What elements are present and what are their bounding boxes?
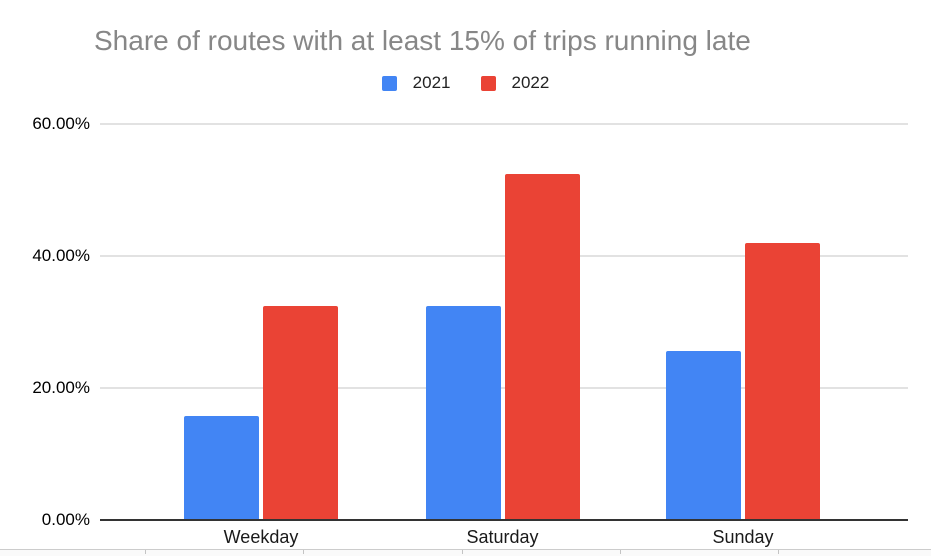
bar-2021-weekday[interactable] — [184, 415, 259, 520]
gridline-40 — [100, 255, 908, 257]
legend-item-2022[interactable]: 2022 — [480, 73, 550, 93]
bar-2022-saturday[interactable] — [504, 174, 580, 520]
y-axis-tick-label-60: 60.00% — [32, 114, 90, 133]
bar-2022-sunday[interactable] — [745, 242, 820, 520]
x-axis-line — [100, 519, 908, 521]
column-border-tick-0 — [145, 550, 146, 554]
gridline-60 — [100, 123, 908, 125]
legend-label-2022: 2022 — [511, 73, 550, 92]
y-axis-tick-label-40: 40.00% — [32, 246, 90, 265]
gridline-20 — [100, 387, 908, 389]
y-axis-tick-label-0: 0.00% — [41, 510, 90, 529]
column-border-tick-4 — [778, 550, 779, 554]
chart-title: Share of routes with at least 15% of tri… — [94, 25, 751, 56]
column-border-tick-3 — [620, 550, 621, 554]
spreadsheet-row-edge — [0, 549, 931, 556]
y-axis-tick-label-20: 20.00% — [32, 378, 90, 397]
bar-2021-saturday[interactable] — [425, 305, 501, 520]
x-axis-label-saturday: Saturday — [466, 527, 539, 547]
legend-item-2021[interactable]: 2021 — [381, 73, 451, 93]
bar-2022-weekday[interactable] — [263, 305, 338, 520]
legend-label-2021: 2021 — [412, 73, 451, 92]
column-border-tick-2 — [462, 550, 463, 554]
x-axis-label-weekday: Weekday — [223, 527, 299, 547]
x-axis-label-sunday: Sunday — [712, 527, 774, 547]
legend-swatch-2021 — [381, 75, 397, 91]
legend-swatch-2022 — [480, 75, 496, 91]
column-border-tick-1 — [303, 550, 304, 554]
bar-2021-sunday[interactable] — [666, 351, 741, 520]
legend: 2021 2022 — [0, 73, 931, 93]
